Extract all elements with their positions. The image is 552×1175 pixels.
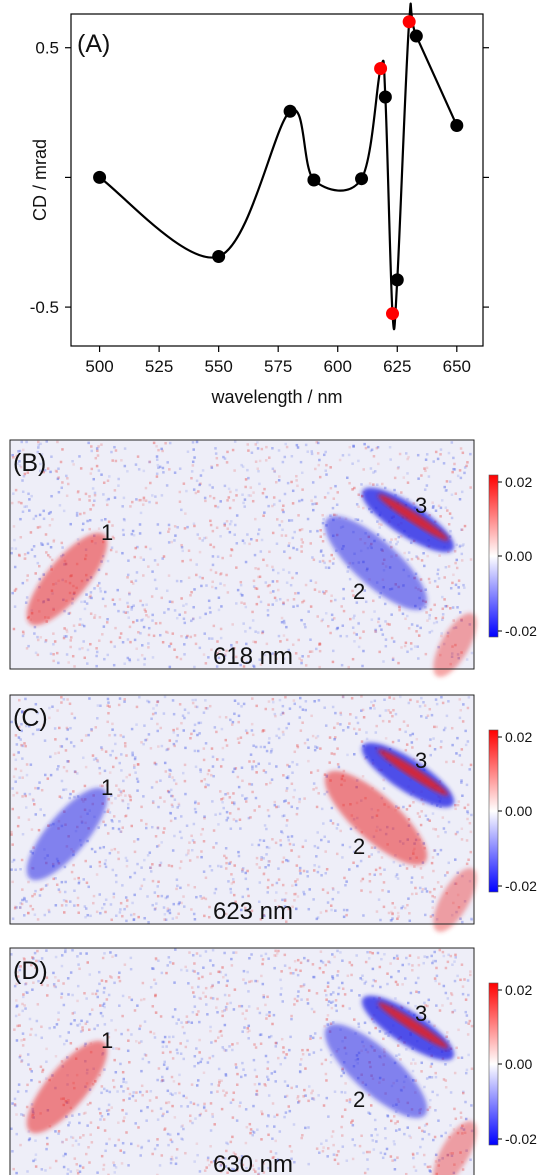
rod-2 — [324, 770, 428, 866]
data-point — [212, 250, 226, 264]
cd-map-panels: 1 2 3 618 nm (B) 0.02 0.00 -0.02 1 2 3 623 nm (C) 0.0… — [9, 439, 537, 1175]
rod-3-edge — [377, 494, 449, 541]
rod-label-1: 1 — [101, 520, 113, 545]
highlighted-data-point — [386, 307, 400, 321]
rod-label-2: 2 — [353, 1087, 365, 1112]
colorbar — [488, 982, 499, 1146]
data-point — [450, 119, 464, 133]
rod-label-1: 1 — [101, 775, 113, 800]
data-point — [307, 173, 321, 187]
rod-3 — [361, 742, 455, 808]
x-tick-label: 500 — [85, 357, 113, 376]
rod-corner — [433, 868, 477, 932]
x-tick-label: 650 — [443, 357, 471, 376]
map-frame — [9, 439, 475, 670]
rod-corner — [433, 1121, 477, 1175]
colorbar — [488, 474, 499, 638]
colorbar-tick-label: 0.02 — [505, 474, 532, 490]
cd-map-b: 1 2 3 618 nm (B) 0.02 0.00 -0.02 — [9, 439, 537, 677]
highlighted-data-point — [402, 15, 416, 29]
colorbar-tick-label: -0.02 — [505, 1131, 537, 1147]
rod-3-edge — [377, 1002, 449, 1049]
panel-label-a: (A) — [77, 30, 110, 58]
colorbar-tick-label: 0.00 — [505, 548, 532, 564]
x-tick-label: 525 — [145, 357, 173, 376]
rod-label-1: 1 — [101, 1028, 113, 1053]
y-axis-label: CD / mrad — [30, 139, 50, 221]
wavelength-label: 618 nm — [213, 643, 293, 670]
rod-3-edge — [377, 749, 449, 796]
rod-3 — [361, 487, 455, 553]
panel-label: (B) — [13, 449, 46, 477]
x-axis-label: wavelength / nm — [210, 387, 342, 407]
cd-spectrum-panel: 500 525 550 575 600 625 650 -0.5 0.5 wavelength /… — [30, 2, 489, 407]
x-tick-label: 625 — [383, 357, 411, 376]
rod-label-2: 2 — [353, 579, 365, 604]
x-tick-label: 600 — [324, 357, 352, 376]
wavelength-label: 623 nm — [213, 898, 293, 925]
colorbar-tick-label: 0.00 — [505, 1056, 532, 1072]
colorbar-tick-label: -0.02 — [505, 623, 537, 639]
data-point — [283, 104, 297, 118]
x-tick-label: 575 — [264, 357, 292, 376]
map-frame — [9, 947, 475, 1175]
y-tick-label: -0.5 — [30, 298, 59, 317]
cd-map-c: 1 2 3 623 nm (C) 0.02 0.00 -0.02 — [9, 694, 537, 932]
rod-2 — [324, 1023, 428, 1119]
data-point — [355, 172, 369, 186]
rod-label-3: 3 — [415, 748, 427, 773]
colorbar-tick-label: 0.02 — [505, 982, 532, 998]
y-tick-label: 0.5 — [35, 39, 59, 58]
data-point — [378, 90, 392, 104]
rod-corner — [433, 613, 477, 677]
wavelength-label: 630 nm — [213, 1151, 293, 1175]
colorbar-tick-label: -0.02 — [505, 878, 537, 894]
rod-2 — [324, 515, 428, 611]
colorbar-tick-label: 0.02 — [505, 729, 532, 745]
x-tick-label: 550 — [204, 357, 232, 376]
panel-label: (D) — [13, 957, 48, 985]
data-point — [93, 170, 107, 184]
rod-1 — [26, 532, 108, 626]
rod-label-3: 3 — [415, 1001, 427, 1026]
rod-3 — [361, 995, 455, 1061]
data-point — [390, 273, 404, 287]
map-frame — [9, 694, 475, 925]
rod-label-2: 2 — [353, 834, 365, 859]
rod-1 — [26, 1040, 108, 1134]
data-point — [409, 29, 423, 43]
rod-label-3: 3 — [415, 493, 427, 518]
panel-label: (C) — [13, 704, 48, 732]
rod-1 — [26, 787, 108, 881]
colorbar-tick-label: 0.00 — [505, 803, 532, 819]
highlighted-data-point — [374, 61, 388, 75]
colorbar — [488, 729, 499, 893]
cd-map-d: 1 2 3 630 nm (D) 0.02 0.00 -0.02 — [9, 947, 537, 1175]
plot-frame — [70, 13, 484, 347]
